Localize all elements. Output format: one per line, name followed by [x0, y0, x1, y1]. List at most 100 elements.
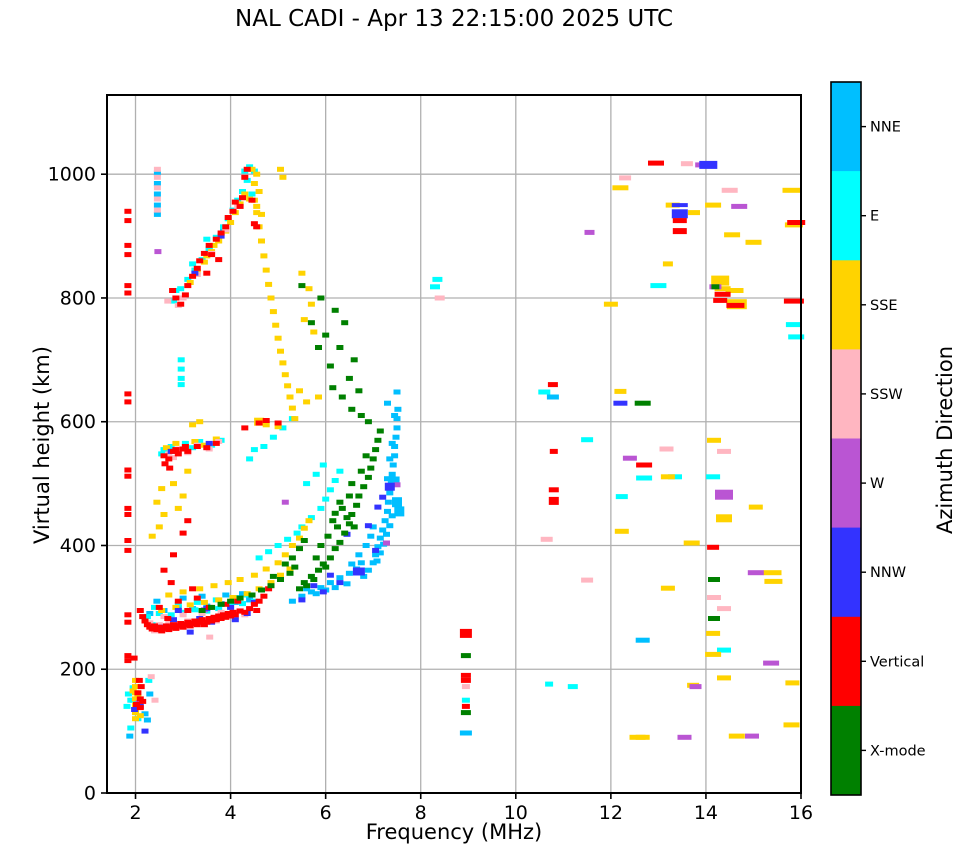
scatter-point — [153, 499, 161, 505]
scatter-point — [322, 496, 330, 502]
scatter-point — [300, 580, 308, 586]
scatter-point — [286, 570, 294, 576]
scatter-point — [208, 252, 216, 258]
scatter-point — [388, 513, 396, 519]
scatter-point — [177, 366, 185, 372]
scatter-point — [243, 166, 251, 172]
scatter-point — [319, 462, 327, 468]
scatter-point — [212, 440, 220, 446]
scatter-point — [336, 345, 344, 350]
scatter-point — [459, 628, 472, 638]
scatter-point — [196, 419, 204, 425]
scatter-point — [393, 425, 401, 431]
colorbar-segment — [831, 82, 861, 172]
scatter-point — [239, 601, 246, 607]
scatter-point — [461, 684, 470, 690]
chart-title: NAL CADI - Apr 13 22:15:00 2025 UTC — [235, 6, 673, 32]
scatter-point — [303, 583, 311, 589]
scatter-point — [622, 455, 637, 461]
scatter-point — [394, 506, 405, 517]
scatter-point — [170, 448, 177, 454]
scatter-point — [217, 233, 225, 239]
scatter-point — [386, 456, 394, 462]
y-tick-label: 200 — [60, 659, 96, 681]
scatter-point — [383, 531, 390, 537]
scatter-point — [300, 538, 308, 543]
scatter-point — [721, 187, 738, 193]
scatter-point — [348, 512, 356, 517]
scatter-point — [319, 561, 327, 567]
colorbar-segment — [831, 349, 861, 439]
scatter-point — [379, 494, 387, 500]
scatter-point — [124, 391, 132, 397]
scatter-point — [350, 357, 358, 363]
scatter-point — [310, 577, 318, 582]
scatter-point — [315, 567, 322, 573]
scatter-point — [236, 577, 244, 582]
scatter-point — [206, 634, 214, 640]
scatter-point — [298, 593, 306, 599]
scatter-point — [389, 462, 397, 468]
scatter-point — [186, 602, 194, 608]
scatter-point — [279, 174, 287, 180]
scatter-point — [212, 617, 220, 623]
scatter-point — [170, 298, 177, 304]
scatter-point — [699, 160, 718, 169]
scatter-point — [153, 170, 161, 176]
scatter-point — [161, 461, 169, 467]
scatter-point — [714, 286, 731, 292]
scatter-point — [262, 267, 270, 273]
scatter-point — [326, 363, 334, 369]
scatter-point — [241, 174, 249, 180]
scatter-point — [127, 725, 135, 731]
scatter-point — [160, 512, 168, 517]
scatter-point — [243, 591, 251, 597]
scatter-point — [310, 329, 318, 335]
scatter-point — [434, 295, 445, 301]
scatter-point — [248, 197, 256, 203]
scatter-point — [300, 525, 308, 531]
scatter-point — [165, 592, 173, 598]
scatter-point — [269, 309, 277, 315]
scatter-point — [151, 697, 159, 703]
scatter-point — [160, 567, 168, 573]
scatter-point — [184, 518, 192, 524]
scatter-point — [145, 677, 153, 683]
scatter-point — [241, 425, 249, 431]
colorbar-segment — [831, 616, 861, 707]
scatter-point — [198, 593, 206, 599]
scatter-point — [200, 250, 208, 256]
scatter-point — [177, 621, 185, 626]
colorbar-tick-label: Vertical — [870, 654, 924, 670]
scatter-point — [324, 533, 332, 539]
scatter-point — [286, 566, 294, 572]
scatter-point — [662, 261, 673, 267]
scatter-point — [717, 606, 731, 612]
colorbar-border — [830, 81, 862, 796]
y-tick-label: 600 — [60, 411, 96, 433]
scatter-point — [177, 382, 185, 388]
scatter-point — [203, 619, 211, 625]
scatter-point — [376, 550, 384, 556]
scatter-point — [253, 210, 261, 216]
scatter-point — [326, 555, 334, 561]
scatter-point — [343, 581, 351, 587]
scatter-point — [198, 611, 206, 616]
scatter-point — [357, 468, 365, 474]
colorbar-tick-label: X-mode — [870, 743, 926, 759]
scatter-point — [291, 564, 299, 570]
scatter-point — [253, 224, 261, 230]
scatter-point — [167, 444, 175, 449]
scatter-point — [707, 544, 720, 550]
scatter-point — [303, 481, 311, 487]
scatter-point — [281, 552, 289, 558]
scatter-point — [179, 530, 187, 536]
scatter-point — [184, 448, 192, 454]
scatter-point — [336, 575, 344, 581]
scatter-point — [367, 465, 375, 471]
scatter-point — [357, 560, 365, 566]
scatter-point — [277, 577, 284, 582]
scatter-point — [386, 490, 394, 496]
scatter-point — [260, 593, 268, 599]
scatter-point — [345, 521, 353, 527]
